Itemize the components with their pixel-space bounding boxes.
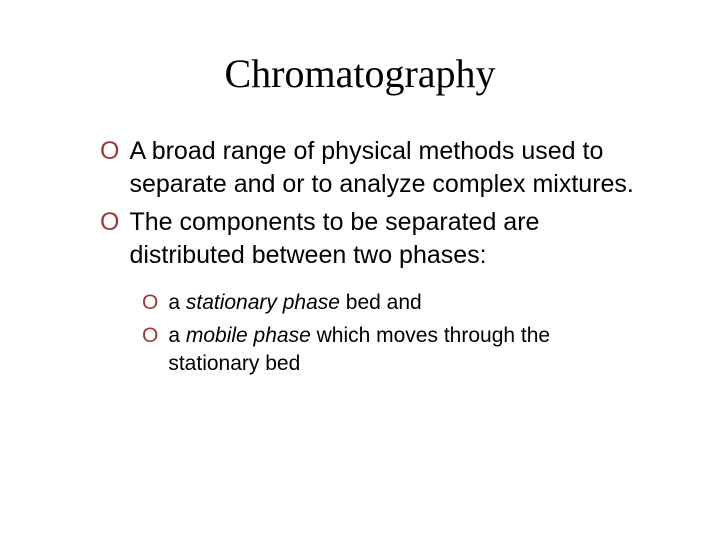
bullet-marker-icon: O (142, 322, 158, 349)
bullet-level2-item: O a stationary phase bed and (142, 289, 640, 316)
spacer (80, 277, 640, 289)
bullet-marker-icon: O (100, 206, 119, 239)
text-prefix: a (168, 291, 186, 314)
bullet-text: a stationary phase bed and (168, 289, 421, 316)
slide-title: Chromatography (80, 50, 640, 97)
slide-container: Chromatography O A broad range of physic… (0, 0, 720, 540)
bullet-text: a mobile phase which moves through the s… (168, 322, 640, 377)
bullet-level2-item: O a mobile phase which moves through the… (142, 322, 640, 377)
bullet-level1-item: O The components to be separated are dis… (100, 206, 640, 271)
bullet-marker-icon: O (100, 135, 119, 168)
bullet-text: The components to be separated are distr… (129, 206, 640, 271)
bullet-text: A broad range of physical methods used t… (129, 135, 640, 200)
text-emphasis: stationary phase (186, 291, 340, 314)
text-emphasis: mobile phase (186, 324, 311, 347)
text-prefix: a (168, 324, 186, 347)
bullet-list: O A broad range of physical methods used… (80, 135, 640, 377)
bullet-marker-icon: O (142, 289, 158, 316)
bullet-level1-item: O A broad range of physical methods used… (100, 135, 640, 200)
text-suffix: bed and (340, 291, 422, 314)
